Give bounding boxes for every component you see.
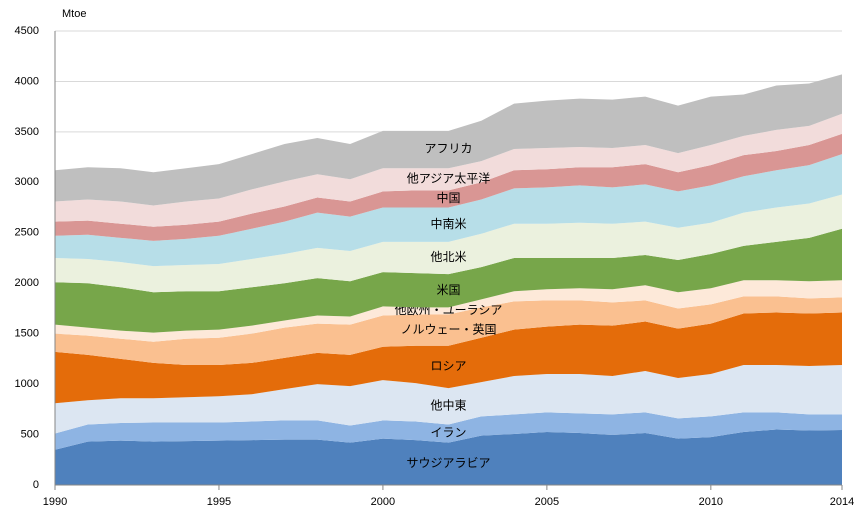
y-tick-label: 0 [33, 479, 39, 491]
x-tick-label: 1995 [207, 496, 231, 508]
area [55, 296, 842, 365]
area [55, 194, 842, 293]
x-tick-label: 2010 [699, 496, 723, 508]
y-tick-label: 2000 [15, 277, 39, 289]
x-tick-label: 2005 [535, 496, 559, 508]
area-label: イラン [430, 426, 466, 440]
y-tick-label: 500 [21, 428, 39, 440]
area [55, 412, 842, 450]
y-tick-label: 1000 [15, 378, 39, 390]
x-tick-label: 2000 [371, 496, 395, 508]
y-tick-label: 4500 [15, 25, 39, 37]
area-label: ノルウェー・英国 [400, 322, 496, 336]
area [55, 280, 842, 342]
area-label: 中国 [436, 190, 460, 205]
x-tick-label: 1990 [43, 496, 67, 508]
area-label: 中南米 [430, 216, 466, 231]
area-label: 米国 [436, 283, 460, 297]
area-label: アフリカ [424, 142, 472, 156]
y-tick-label: 3000 [15, 176, 39, 188]
area [55, 228, 842, 333]
area-label: サウジアラビア [406, 456, 490, 470]
area [55, 312, 842, 404]
area-label: 他アジア太平洋 [407, 170, 491, 185]
y-tick-label: 2500 [15, 227, 39, 239]
area-label: 他北米 [430, 250, 466, 264]
area [55, 364, 842, 434]
area-label: ロシア [430, 359, 466, 373]
y-tick-label: 3500 [15, 126, 39, 138]
area-label: 他中東 [430, 397, 466, 412]
y-tick-label: 1500 [15, 328, 39, 340]
y-unit: Mtoe [62, 8, 86, 20]
area [55, 74, 842, 206]
y-tick-label: 4000 [15, 75, 39, 87]
area [55, 133, 842, 241]
x-tick-label: 2014 [830, 496, 854, 508]
area [55, 113, 842, 227]
area [55, 154, 842, 267]
area [55, 429, 842, 485]
